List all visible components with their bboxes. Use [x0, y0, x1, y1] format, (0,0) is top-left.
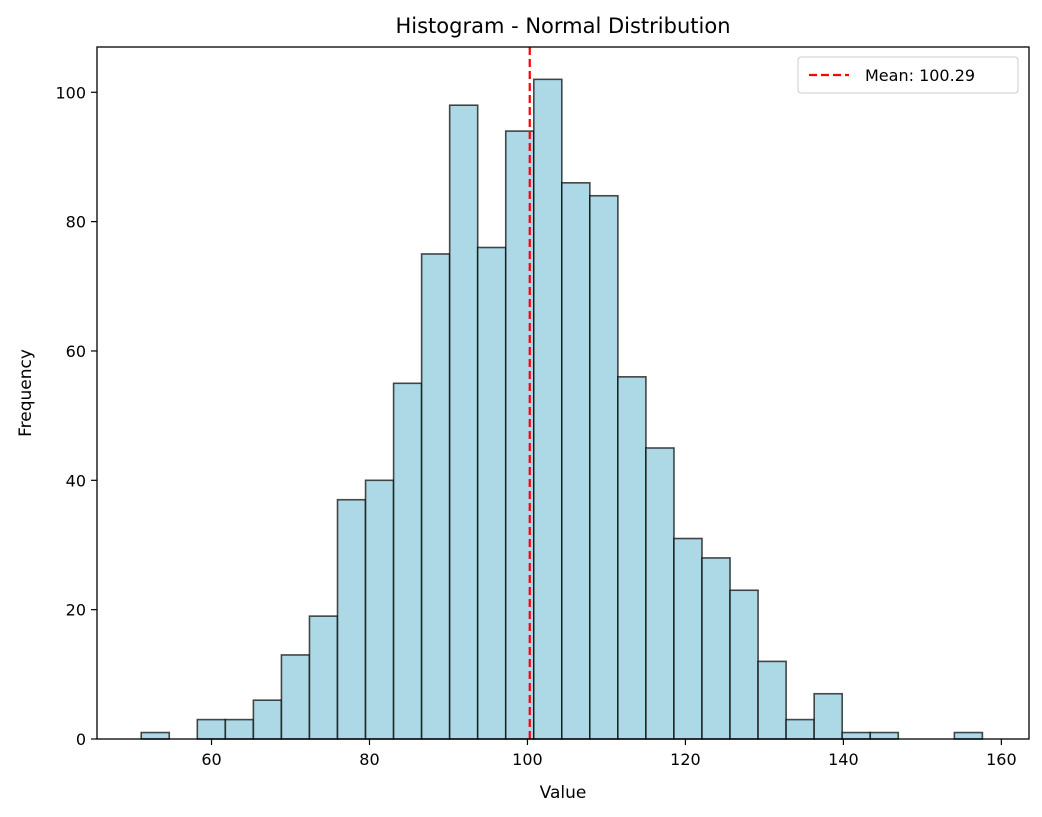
- histogram-bar: [252, 699, 283, 740]
- histogram-bar: [589, 194, 619, 740]
- histogram-bar: [140, 731, 171, 740]
- histogram-bar: [953, 731, 984, 740]
- y-axis-ticks: 0 20 40 60 80 100: [55, 83, 97, 749]
- legend-box: [797, 56, 1019, 94]
- x-tick-label: 80: [359, 750, 379, 769]
- histogram-bar: [869, 731, 900, 740]
- legend-mean-label: Mean: 100.29: [865, 66, 975, 85]
- histogram-bar: [448, 104, 479, 740]
- y-tick-label: 0: [76, 730, 86, 749]
- histogram-bar: [224, 718, 255, 740]
- y-axis-label: Frequency: [16, 349, 36, 437]
- histogram-bar: [645, 447, 675, 740]
- y-tick-label: 60: [66, 342, 86, 361]
- y-tick-label: 20: [66, 601, 86, 620]
- histogram-bar: [392, 382, 423, 740]
- histogram-bar: [673, 537, 703, 740]
- x-axis-ticks: 60 80 100 120 140 160: [201, 739, 1017, 769]
- x-axis-label: Value: [540, 783, 587, 803]
- histogram-bar: [701, 557, 731, 740]
- histogram-bar: [757, 660, 787, 740]
- chart-title: Histogram - Normal Distribution: [395, 14, 730, 38]
- histogram-bar: [561, 182, 591, 740]
- histogram-bar: [532, 78, 563, 740]
- histogram-bar: [280, 654, 311, 740]
- histogram-bar: [476, 246, 507, 740]
- y-tick-label: 100: [55, 83, 86, 102]
- x-tick-label: 160: [986, 750, 1017, 769]
- plot-frame: [96, 46, 1030, 740]
- histogram-bar: [617, 376, 647, 740]
- y-tick-label: 40: [66, 471, 86, 490]
- histogram-bar: [336, 498, 367, 740]
- histogram-bar: [420, 253, 451, 740]
- x-tick-label: 60: [201, 750, 221, 769]
- histogram-bar: [813, 692, 844, 740]
- histogram-bar: [196, 718, 227, 740]
- histogram-bar: [364, 479, 395, 740]
- x-tick-label: 100: [512, 750, 543, 769]
- histogram-bar: [308, 615, 339, 740]
- x-tick-label: 140: [828, 750, 859, 769]
- histogram-bar: [785, 718, 815, 740]
- histogram-bar: [729, 589, 759, 740]
- x-tick-label: 120: [670, 750, 701, 769]
- histogram-bar: [841, 731, 872, 740]
- y-tick-label: 80: [66, 213, 86, 232]
- bars-group: [140, 78, 984, 740]
- legend: Mean: 100.29: [797, 56, 1019, 94]
